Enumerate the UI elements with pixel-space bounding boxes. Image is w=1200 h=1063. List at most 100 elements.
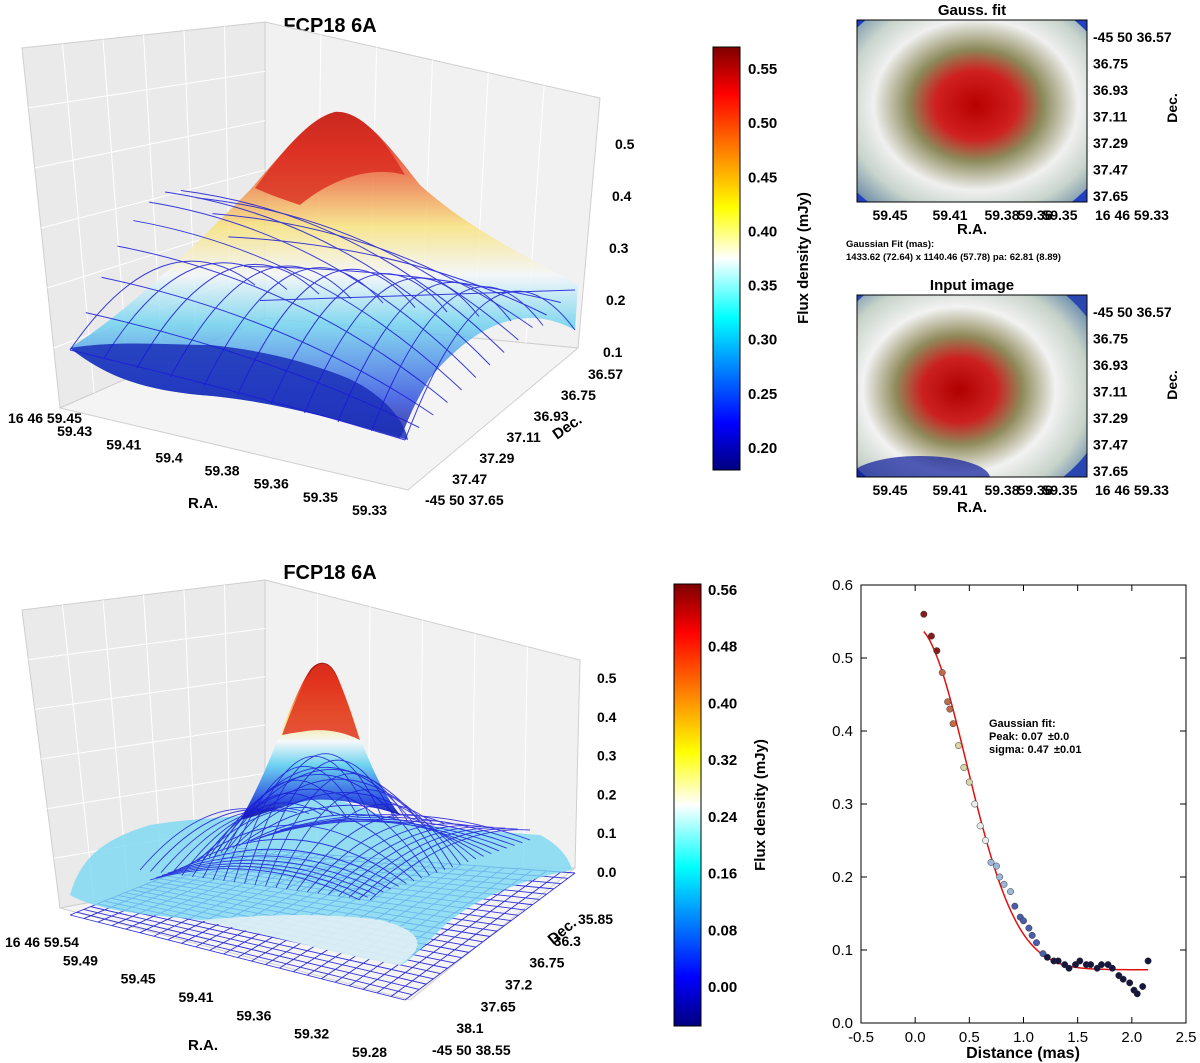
data-point — [1144, 957, 1152, 965]
y-tick-label: 36.75 — [1093, 56, 1128, 72]
y-tick-label: 37.29 — [479, 450, 514, 466]
x-tick-label: 59.36 — [236, 1007, 271, 1023]
y-tick-label: -45 50 37.65 — [425, 492, 504, 508]
data-point — [971, 800, 979, 808]
y-tick-label: 36.93 — [1093, 357, 1128, 373]
data-point — [1043, 953, 1051, 961]
data-point — [1065, 964, 1073, 972]
data-point — [933, 647, 941, 655]
colorbar-tick-label: 0.40 — [748, 223, 777, 240]
z-tick-label: 0.4 — [612, 188, 632, 204]
y-tick-label: 0.3 — [832, 796, 853, 813]
y-tick-label: 36.57 — [588, 366, 623, 382]
gaussian-peak — [240, 662, 400, 820]
colorbar-tick-label: 0.00 — [708, 979, 737, 996]
x-tick-label: 0.5 — [959, 1029, 980, 1046]
fit-peak-label: Peak: 0.07 — [989, 731, 1043, 743]
data-point — [1119, 975, 1127, 983]
x-axis-label: R.A. — [957, 221, 987, 238]
x-tick-label: 59.36 — [1017, 207, 1052, 223]
x-tick-label: 59.43 — [57, 423, 92, 439]
y-tick-label: -45 50 36.57 — [1093, 29, 1172, 45]
data-point — [1000, 880, 1008, 888]
y-axis-label: Dec. — [1164, 370, 1180, 400]
x-tick-label: 59.38 — [984, 207, 1019, 223]
heatmap-title: Input image — [930, 277, 1014, 294]
y-tick-label: 36.93 — [534, 408, 569, 424]
fit-sigma-error: ±0.01 — [1054, 744, 1081, 756]
data-point — [1133, 990, 1141, 998]
z-tick-label: 0.0 — [597, 864, 617, 880]
fit-sigma-label: sigma: 0.47 — [989, 744, 1049, 756]
data-point — [927, 632, 935, 640]
x-tick-label: 59.41 — [106, 436, 141, 452]
y-tick-label: 0.1 — [832, 942, 853, 959]
y-tick-label: 37.47 — [452, 471, 487, 487]
x-axis-label: R.A. — [188, 1037, 218, 1054]
fit-annotation-title: Gaussian fit: — [989, 718, 1056, 730]
data-point — [949, 720, 957, 728]
colorbar-label: Flux density (mJy) — [795, 192, 812, 324]
x-tick-label: 1.5 — [1067, 1029, 1088, 1046]
data-point — [982, 837, 990, 844]
x-tick-label: 59.4 — [155, 449, 182, 465]
surface-peak — [255, 111, 405, 205]
colorbar-top: 0.55 0.50 0.45 0.40 0.35 0.30 0.25 0.20 Flux de… — [712, 46, 812, 471]
data-point — [1028, 931, 1036, 939]
x-axis-label: Distance (mas) — [966, 1045, 1080, 1062]
colorbar-gradient — [712, 46, 741, 471]
y-tick-label: 0.0 — [832, 1015, 853, 1032]
z-tick-label: 0.2 — [597, 786, 617, 802]
x-tick-label: -0.5 — [848, 1029, 874, 1046]
y-tick-label: 37.65 — [1093, 463, 1128, 479]
y-tick-label: -45 50 36.57 — [1093, 304, 1172, 320]
colorbar-label: Flux density (mJy) — [752, 739, 769, 871]
annotation-text: 1433.62 (72.64) x 1140.46 (57.78) pa: 62… — [846, 252, 1061, 263]
z-tick-label: 0.1 — [597, 825, 617, 841]
colorbar-tick-label: 0.55 — [748, 61, 777, 78]
x-tick-label: 59.45 — [872, 482, 907, 498]
x-axis-label: R.A. — [957, 499, 987, 516]
y-tick-label: 38.1 — [456, 1020, 483, 1036]
colorbar-tick-label: 0.25 — [748, 386, 777, 403]
y-tick-label: 37.29 — [1093, 135, 1128, 151]
colorbar-tick-label: 0.30 — [748, 332, 777, 349]
z-tick-label: 0.5 — [597, 670, 617, 686]
colorbar-tick-label: 0.24 — [708, 809, 738, 826]
x-tick-label: 59.32 — [294, 1026, 329, 1042]
y-tick-label: 36.3 — [554, 933, 581, 949]
data-point — [996, 873, 1004, 881]
data-point — [1054, 957, 1062, 965]
colorbar-tick-label: 0.16 — [708, 866, 737, 883]
y-tick-label: 37.47 — [1093, 162, 1128, 178]
y-tick-label: 0.4 — [832, 723, 853, 740]
x-tick-label: 59.45 — [121, 971, 156, 987]
x-tick-label: 0.0 — [905, 1029, 926, 1046]
surface-shadow — [200, 915, 418, 965]
z-tick-label: 0.2 — [606, 292, 626, 308]
y-tick-label: 36.75 — [561, 387, 596, 403]
colorbar-tick-label: 0.48 — [708, 639, 737, 656]
dark-corner — [857, 456, 990, 477]
y-tick-label: 36.75 — [529, 955, 564, 971]
colorbar-tick-label: 0.50 — [748, 115, 777, 132]
data-point — [1098, 961, 1105, 969]
data-point — [976, 822, 984, 830]
surface-plot-bottom: FCP18 6A 16 46 59.54 59.49 59.45 59.41 59.36… — [5, 562, 617, 1060]
fit-annotation: Gaussian fit: Peak: 0.07 ±0.0 sigma: 0.4… — [989, 718, 1081, 756]
y-tick-label: 0.6 — [832, 577, 853, 594]
y-axis-label: Dec. — [1164, 93, 1180, 123]
x-tick-label: 59.45 — [872, 207, 907, 223]
x-tick-label: 16 46 59.33 — [1095, 207, 1169, 223]
data-point — [1020, 917, 1027, 925]
data-point — [987, 858, 995, 866]
x-tick-label: 16 46 59.54 — [5, 934, 79, 950]
data-point — [965, 778, 973, 786]
peak-core — [282, 663, 360, 740]
x-tick-label: 59.33 — [352, 502, 387, 518]
y-tick-label: 36.93 — [1093, 82, 1128, 98]
x-tick-label: 59.41 — [932, 207, 967, 223]
x-tick-label: 59.35 — [1042, 207, 1077, 223]
data-point — [1025, 924, 1033, 932]
